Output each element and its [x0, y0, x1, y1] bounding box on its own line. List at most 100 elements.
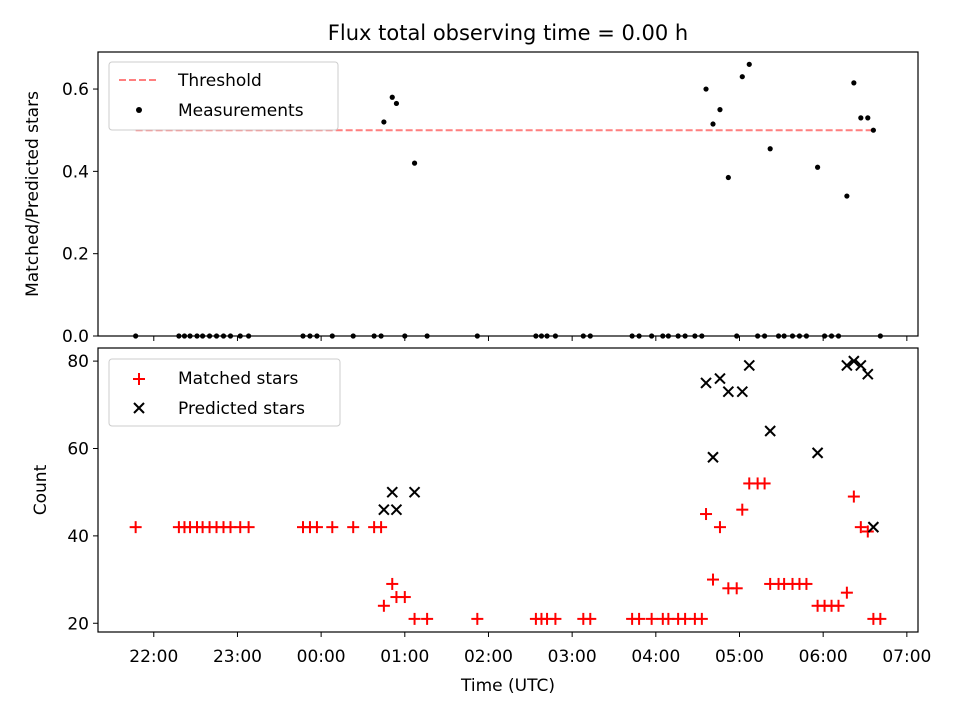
matched-star-point: [375, 521, 388, 534]
legend-threshold-label: Threshold: [177, 71, 262, 91]
matched-star-point: [695, 612, 708, 625]
measurement-point: [717, 107, 723, 113]
bottom-y-tick-label: 60: [67, 439, 89, 459]
predicted-star-point: [386, 486, 398, 498]
predicted-star-marker-b: [867, 521, 880, 533]
bottom-x-tick-label: 00:00: [297, 647, 346, 667]
bottom-x-tick-label: 23:00: [213, 647, 262, 667]
matched-star-point: [398, 591, 411, 604]
matched-star-point: [854, 521, 867, 534]
predicted-star-marker-b: [386, 486, 398, 498]
predicted-star-point: [390, 503, 403, 516]
legend-measurements-swatch: [136, 107, 142, 113]
matched-star-point: [386, 577, 399, 590]
predicted-star-marker-b: [390, 503, 403, 516]
matched-star-point: [758, 477, 771, 490]
measurement-point: [739, 74, 745, 80]
matched-star-point: [832, 599, 845, 612]
bottom-panel: 20 40 60 80 22:00 23:00 00:00 01:00 02:00 03:00 0…: [31, 347, 931, 696]
measurement-point: [703, 86, 709, 92]
matched-star-point: [707, 573, 719, 586]
top-y-tick-label: 0.4: [62, 162, 89, 182]
legend-measurements-label: Measurements: [178, 101, 304, 121]
legend-predicted-swatch: [133, 402, 145, 414]
matched-star-point: [730, 582, 743, 595]
matched-star-point: [840, 586, 853, 599]
predicted-star-marker-b: [743, 359, 755, 372]
matched-star-point: [421, 612, 434, 625]
matched-star-point: [310, 521, 323, 534]
predicted-star-point: [714, 372, 726, 385]
bottom-x-tick-label: 01:00: [380, 647, 429, 667]
bottom-x-tick-label: 05:00: [715, 647, 764, 667]
measurement-point: [870, 127, 876, 133]
measurement-point: [844, 193, 850, 199]
top-y-axis-label: Matched/Predicted stars: [23, 91, 43, 297]
top-legend: Threshold Measurements: [108, 61, 339, 131]
matched-star-point: [645, 612, 658, 625]
measurement-point: [725, 174, 731, 181]
bottom-x-tick-label: 04:00: [631, 647, 680, 667]
predicted-star-point: [700, 377, 712, 389]
predicted-star-marker-b: [714, 372, 726, 385]
bottom-y-axis-label: Count: [31, 464, 51, 515]
bottom-x-tick-label: 03:00: [548, 647, 597, 667]
predicted-star-marker-b: [862, 368, 874, 380]
predicted-star-point: [848, 355, 860, 367]
matched-star-point: [471, 612, 484, 625]
matched-star-point: [633, 612, 646, 625]
top-y-tick-label: 0.6: [62, 80, 89, 100]
measurement-point: [393, 100, 400, 107]
top-axes-frame: [97, 51, 919, 337]
matched-star-point: [736, 503, 749, 516]
bottom-x-tick-label: 06:00: [799, 647, 848, 667]
matched-star-point: [242, 521, 255, 534]
matched-star-point: [800, 577, 813, 590]
predicted-star-marker-b: [707, 451, 719, 463]
predicted-star-marker-b: [764, 425, 776, 437]
measurement-point: [865, 115, 871, 121]
measurement-point: [858, 115, 864, 121]
predicted-star-marker-b: [722, 385, 735, 398]
matched-star-point: [549, 612, 562, 625]
legend-predicted-label: Predicted stars: [178, 399, 305, 419]
matched-star-point: [713, 521, 726, 534]
measurement-point: [851, 80, 857, 86]
legend-matched-label: Matched stars: [178, 369, 298, 389]
matched-star-point: [700, 508, 713, 521]
measurement-point: [710, 121, 716, 127]
bottom-x-axis: 22:00 23:00 00:00 01:00 02:00 03:00 04:00 05:00…: [129, 632, 931, 667]
bottom-y-tick-label: 20: [67, 614, 89, 634]
matched-star-point: [408, 612, 421, 625]
top-x-axis: [153, 336, 908, 341]
predicted-star-point: [722, 385, 735, 398]
bottom-x-tick-label: 07:00: [882, 647, 931, 667]
chart-title: Flux total observing time = 0.00 h: [328, 21, 688, 45]
predicted-star-point: [855, 359, 867, 372]
bottom-axes-frame: [97, 347, 919, 633]
predicted-star-marker-b: [378, 503, 390, 516]
matched-star-point: [129, 521, 142, 534]
predicted-star-marker-b: [700, 377, 712, 389]
bottom-y-tick-label: 40: [67, 527, 89, 547]
predicted-star-point: [764, 425, 776, 437]
top-y-tick-label: 0.2: [62, 245, 89, 265]
predicted-star-point: [867, 521, 880, 533]
matched-star-point: [326, 521, 339, 534]
predicted-star-point: [811, 447, 824, 459]
bottom-x-tick-label: 02:00: [464, 647, 513, 667]
bottom-plot-area: [129, 355, 887, 625]
bottom-y-tick-label: 80: [67, 352, 89, 372]
predicted-star-point: [707, 451, 719, 463]
matched-star-point: [584, 612, 597, 625]
predicted-star-point: [841, 359, 853, 372]
predicted-star-point: [408, 486, 421, 498]
bottom-y-axis: 20 40 60 80: [67, 352, 98, 634]
predicted-star-point: [743, 359, 755, 372]
predicted-star-point: [862, 368, 874, 380]
bottom-x-tick-label: 22:00: [129, 647, 178, 667]
predicted-star-point: [378, 503, 390, 516]
predicted-star-marker-b: [848, 355, 860, 367]
top-y-tick-label: 0.0: [62, 327, 89, 347]
